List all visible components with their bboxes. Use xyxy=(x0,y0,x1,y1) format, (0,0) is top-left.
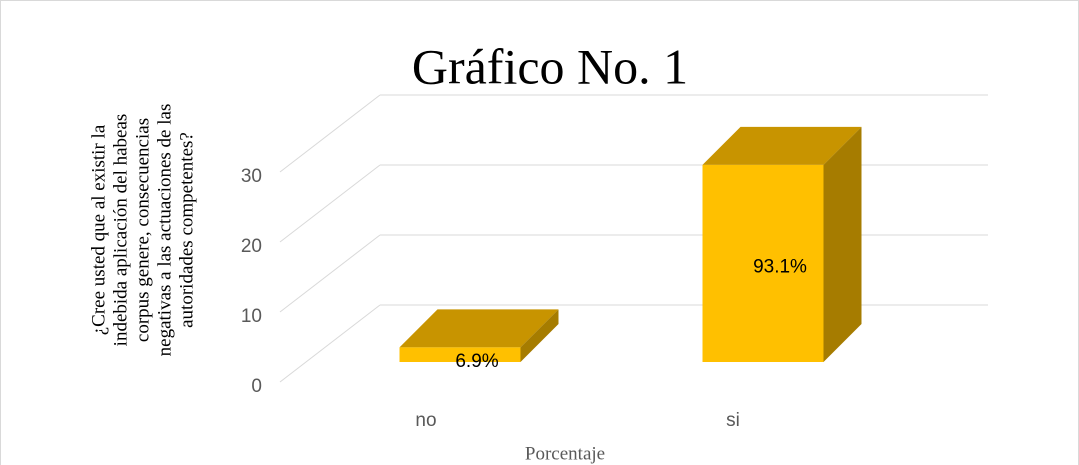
grid-line-side xyxy=(279,234,381,313)
data-label: 93.1% xyxy=(753,256,807,277)
y-tick-label: 0 xyxy=(251,376,262,397)
data-label: 6.9% xyxy=(455,351,498,372)
y-axis-label-line: autoridades competentes? xyxy=(176,132,197,328)
bar-top xyxy=(399,309,559,348)
x-tick-label: si xyxy=(726,410,740,431)
y-tick-label: 30 xyxy=(241,166,262,187)
y-tick-label: 20 xyxy=(241,236,262,257)
y-tick-label: 10 xyxy=(241,306,262,327)
bar-side xyxy=(823,126,862,363)
x-axis-label: Porcentaje xyxy=(525,443,605,464)
x-tick-label: no xyxy=(415,410,436,431)
y-axis-label-line: ¿Cree usted que al existir la xyxy=(88,124,109,335)
bar xyxy=(399,347,521,362)
y-axis-label-line: corpus genere, consecuencias xyxy=(132,118,153,342)
y-axis-label-line: negativas a las actuaciones de las xyxy=(154,104,175,357)
chart-title: Gráfico No. 1 xyxy=(412,38,688,94)
grid-line-side xyxy=(279,94,381,173)
bar-top xyxy=(702,126,862,165)
bar xyxy=(702,164,824,362)
bar-side xyxy=(520,309,559,362)
grid-line-side xyxy=(279,304,381,383)
y-axis-label-line: indebida aplicación del habeas xyxy=(110,114,131,347)
grid-line-side xyxy=(279,164,381,243)
